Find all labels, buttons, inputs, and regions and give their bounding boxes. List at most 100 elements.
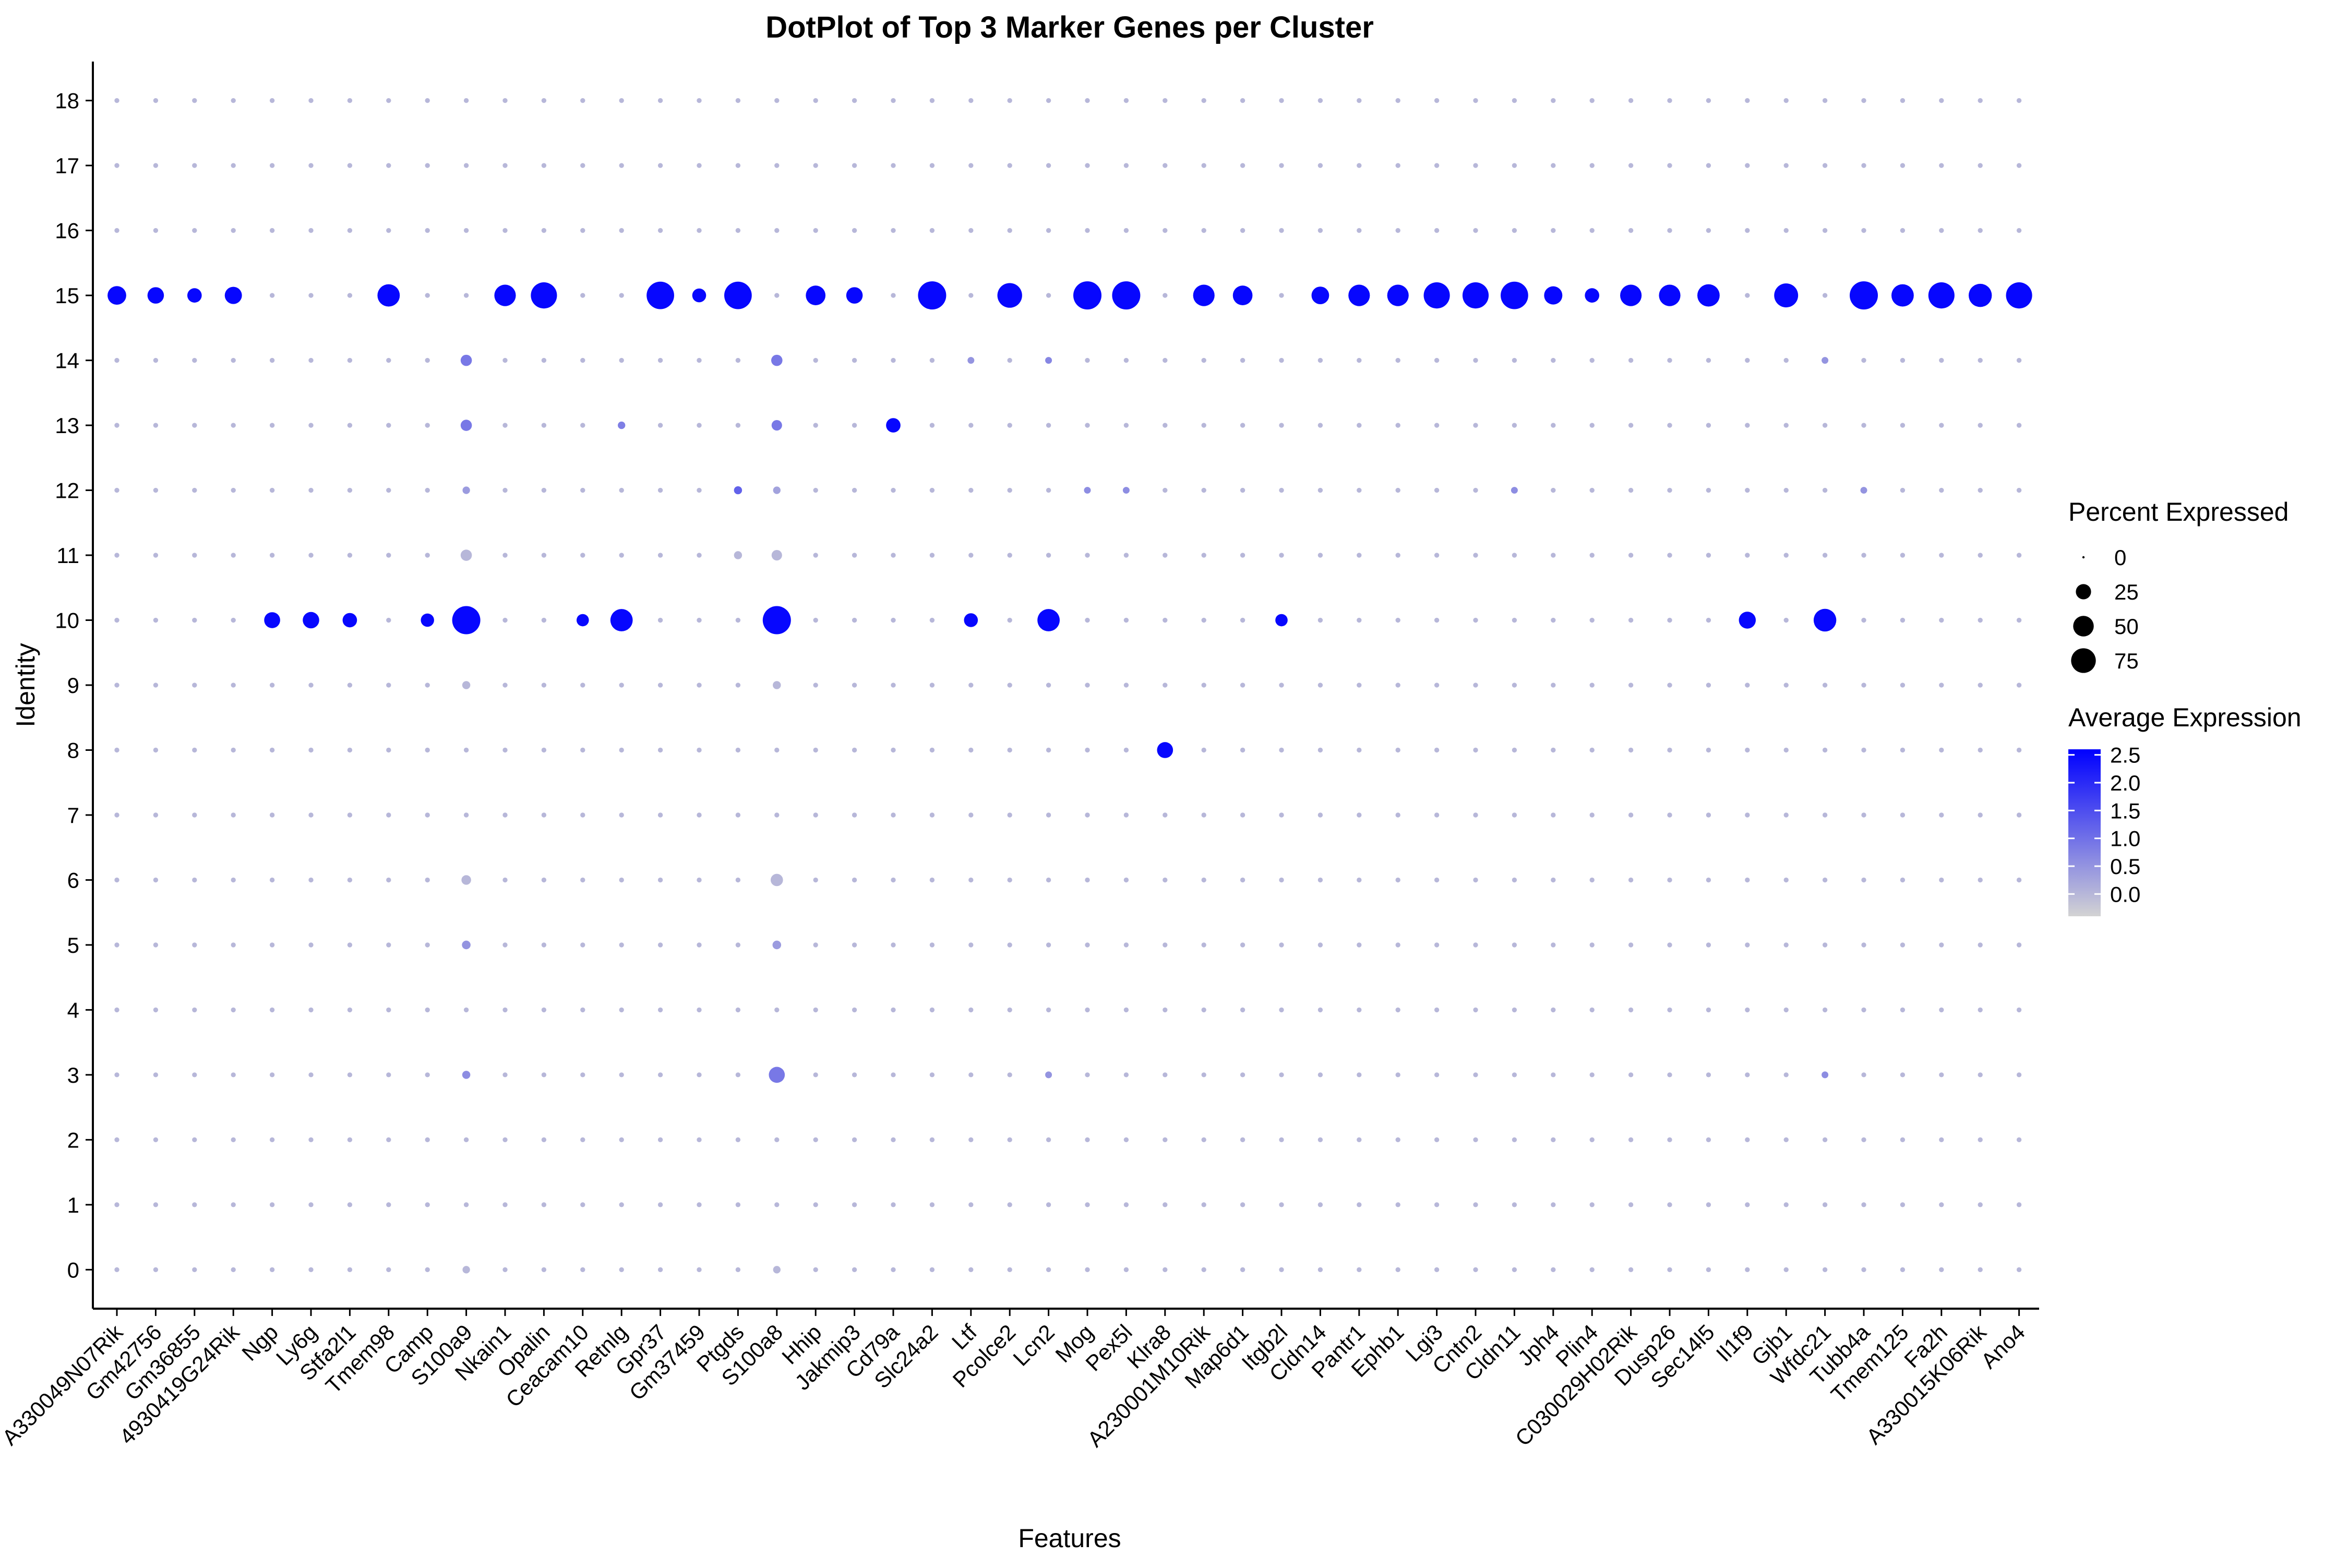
legend-size-dot [2071,648,2096,673]
dot-point [1739,612,1756,629]
dot-background [1163,1267,1168,1272]
y-axis-title: Identity [11,643,40,727]
dot-background [2016,877,2022,883]
dot-background [425,228,430,233]
dot-background [1939,1007,1944,1013]
dot-background [541,942,547,948]
dot-background [929,747,935,753]
dot-background [231,228,236,233]
dot-background [1434,747,1440,753]
dot-background [1783,1007,1789,1013]
dot-point [460,549,472,561]
dot-background [1163,683,1168,688]
legend-color-title: Average Expression [2068,703,2302,732]
dot-background [1861,877,1866,883]
dot-background [2016,423,2022,428]
dot-background [1939,98,1944,103]
dot-background [541,1007,547,1013]
dot-background [425,293,430,298]
dot-background [813,98,818,103]
dot-background [1317,812,1323,818]
dot-background [1395,1007,1400,1013]
dot-background [657,1267,663,1272]
dot-point [1511,487,1518,494]
dot-background [1240,683,1245,688]
dot-background [1978,1202,1983,1207]
dot-background [735,163,741,168]
dot-background [580,487,585,493]
dot-background [1667,1202,1672,1207]
dot-background [929,617,935,623]
dot-background [813,163,818,168]
dot-background [502,942,508,948]
dot-background [541,747,547,753]
dot-background [852,1202,857,1207]
dot-background [1317,1267,1323,1272]
dot-point [773,1266,781,1274]
dot-background [735,747,741,753]
dot-background [1551,942,1556,948]
dot-background [1628,1202,1634,1207]
dot-point [769,1067,785,1083]
dot-background [1317,1137,1323,1143]
dot-point [1928,282,1955,309]
dot-background [1512,683,1517,688]
dot-background [1628,683,1634,688]
dot-background [1085,747,1090,753]
dot-background [1900,163,1906,168]
dot-background [774,812,780,818]
dot-point [770,873,783,887]
dot-background [1939,877,1944,883]
dot-background [1783,487,1789,493]
dot-background [968,1202,974,1207]
dot-background [308,423,314,428]
dot-background [1551,683,1556,688]
dot-background [1046,228,1051,233]
dot-background [425,1137,430,1143]
dot-background [1551,1267,1556,1272]
dot-background [774,98,780,103]
dot-background [1473,617,1478,623]
dot-background [1046,1137,1051,1143]
dot-background [192,487,197,493]
dot-background [891,683,896,688]
legend-size-label: 25 [2114,580,2139,604]
dot-background [1512,98,1517,103]
dot-background [1357,1007,1362,1013]
dot-background [852,487,857,493]
dot-background [1667,683,1672,688]
dot-background [1357,423,1362,428]
dot-background [580,553,585,558]
dot-background [735,1072,741,1078]
dot-background [231,747,236,753]
dot-background [1123,683,1129,688]
dot-background [1240,747,1245,753]
dot-background [891,1267,896,1272]
dot-point [1157,742,1173,758]
dot-background [1240,812,1245,818]
dot-background [153,553,159,558]
dot-background [1783,357,1789,363]
dot-background [2016,228,2022,233]
dot-background [891,942,896,948]
dot-background [1279,1267,1284,1272]
dot-background [1667,163,1672,168]
dot-point [1544,286,1563,305]
y-tick-label: 3 [67,1063,79,1087]
dot-background [2016,357,2022,363]
dot-background [1822,683,1828,688]
dot-background [1395,1267,1400,1272]
dot-background [968,98,974,103]
dot-background [1628,1007,1634,1013]
dot-background [231,1267,236,1272]
dot-background [1706,487,1711,493]
dot-background [774,163,780,168]
dot-background [1628,163,1634,168]
dot-background [1822,553,1828,558]
dot-background [619,747,624,753]
dot-background [774,747,780,753]
dot-background [697,487,702,493]
dot-background [386,553,391,558]
dot-point [1822,357,1829,364]
